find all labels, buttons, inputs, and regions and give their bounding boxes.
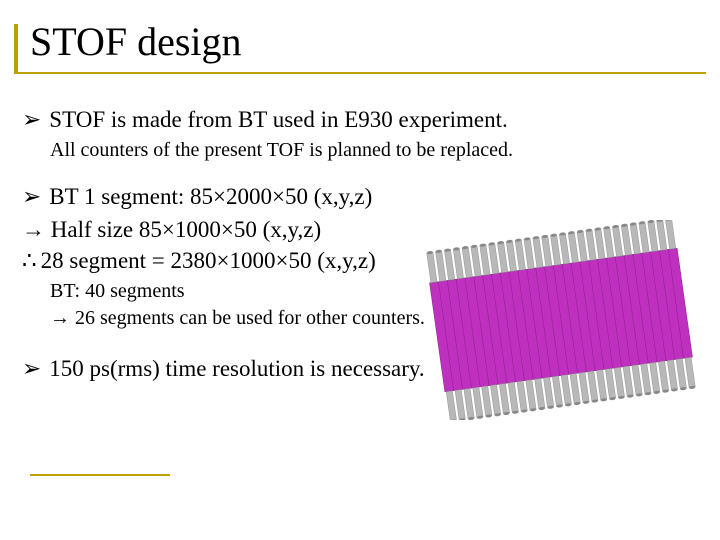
bullet-marker: ➢ [22,182,41,212]
bullet-2-therefore-text: 28 segment = 2380×1000×50 (x,y,z) [41,245,376,276]
footer-underline [30,474,170,476]
bullet-marker: ➢ [22,105,41,135]
bullet-2-text: BT 1 segment: 85×2000×50 (x,y,z) [49,182,372,212]
bullet-1-sub: All counters of the present TOF is plann… [50,137,698,164]
therefore-symbol: ∴ [22,245,37,276]
detector-diagram [416,220,706,420]
bullet-marker: ➢ [22,354,41,384]
bullet-1-text: STOF is made from BT used in E930 experi… [49,105,507,135]
bullet-1: ➢ STOF is made from BT used in E930 expe… [22,105,698,135]
bullet-3-text: 150 ps(rms) time resolution is necessary… [49,354,424,384]
title-accent-bar [14,24,18,72]
slide-title: STOF design [30,18,242,65]
title-underline [14,72,706,74]
bullet-2: ➢ BT 1 segment: 85×2000×50 (x,y,z) [22,182,698,212]
